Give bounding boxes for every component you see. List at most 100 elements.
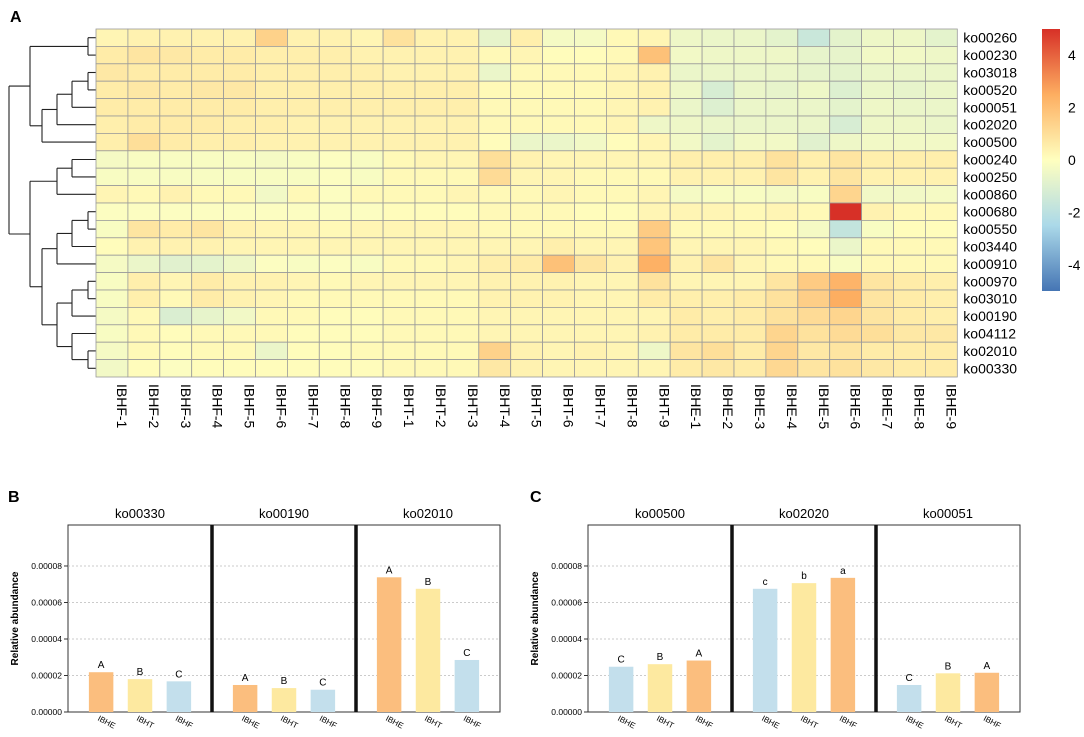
heatmap-cell [606,185,639,204]
heatmap-cell [733,324,767,343]
column-label: IBHE-3 [752,384,768,429]
heatmap-cell [159,306,193,326]
significance-letter: a [840,566,846,577]
heatmap-cell [95,324,129,343]
heatmap-cell [350,185,384,204]
heatmap-cell [510,341,544,361]
heatmap-cell [574,167,607,186]
heatmap-cell [382,254,416,273]
heatmap-cell [669,272,703,291]
heatmap-cell [446,185,480,204]
heatmap-cell [414,272,448,291]
heatmap-cell [191,202,224,221]
heatmap-cell [669,202,703,221]
heatmap-cell [159,359,193,378]
heatmap-cell [606,359,639,378]
x-tick-label: IBHF [694,714,714,731]
heatmap-cell [733,46,767,65]
column-label: IBHT-4 [497,384,513,428]
heatmap-cell [797,28,831,47]
column-label: IBHE-1 [688,384,704,429]
heatmap-cell [606,324,639,343]
heatmap-cell [893,272,926,291]
heatmap-cell [733,359,767,378]
heatmap-cell [414,359,448,378]
heatmap-cell [414,28,448,47]
heatmap-cell [637,359,671,378]
heatmap-cell [669,150,703,169]
heatmap-cell [669,219,703,239]
x-tick-label: IBHT [423,714,443,731]
facet-title: ko00330 [115,506,165,521]
heatmap-cell [159,272,193,291]
heatmap-cell [574,202,607,221]
heatmap-cell [861,324,894,343]
bar [88,672,114,712]
heatmap-cell [318,150,352,169]
significance-letter: B [425,577,432,588]
heatmap-cell [701,306,735,326]
column-label: IBHF-9 [369,384,385,429]
heatmap-cell [893,341,926,361]
significance-letter: A [984,661,991,672]
heatmap-cell [414,98,448,117]
heatmap-cell [159,132,193,152]
heatmap-cell [95,46,129,65]
heatmap-cell [318,359,352,378]
bar [686,660,712,712]
heatmap-cell [861,359,894,378]
heatmap-cell [382,272,416,291]
heatmap-cell [701,185,735,204]
heatmap-cell [829,185,863,204]
heatmap-cell [478,98,512,117]
heatmap-cell [159,185,193,204]
heatmap-cell [797,115,831,134]
heatmap-cell [829,306,863,326]
heatmap-cell [159,167,193,186]
bar [232,684,258,712]
heatmap-cell [606,272,639,291]
y-tick-label: 0.00002 [551,670,582,680]
heatmap-cell [765,272,799,291]
heatmap-cell [733,98,767,117]
heatmap-cell [223,132,256,152]
heatmap-cell [286,63,320,82]
heatmap-cell [542,219,575,239]
heatmap-cell [701,324,735,343]
heatmap-cell [829,80,863,99]
row-label: ko04112 [963,326,1016,342]
row-label: ko00500 [963,134,1017,150]
heatmap-cell [861,306,894,326]
heatmap-cell [606,237,639,256]
heatmap-cell [637,272,671,291]
heatmap-cell [542,28,575,47]
heatmap-cell [286,167,320,186]
heatmap-cell [414,185,448,204]
x-tick-label: IBHE [96,714,117,731]
column-label: IBHT-8 [624,384,640,428]
bar-panel-b: 0.00000 0.00002 0.00004 0.00006 0.00008 Relat… [10,506,501,731]
heatmap-cell [606,254,639,273]
heatmap-cell [765,167,799,186]
row-label: ko03440 [963,239,1017,255]
heatmap-cell [382,237,416,256]
significance-letter: C [906,673,913,684]
heatmap-cell [382,185,416,204]
heatmap-cell [701,132,735,152]
x-tick-label: IBHF [462,714,482,731]
column-label: IBHT-6 [561,384,577,428]
heatmap-cell [95,63,129,82]
heatmap-cell [925,219,958,239]
heatmap-cell [286,324,320,343]
heatmap-cell [286,237,320,256]
heatmap-cell [637,237,671,256]
heatmap-cell [159,254,193,273]
heatmap-cell [574,341,607,361]
heatmap-cell [382,98,416,117]
heatmap-cell [574,46,607,65]
column-label: IBHF-7 [305,384,321,429]
heatmap-cell [893,28,926,47]
heatmap-cell [191,28,224,47]
heatmap-cell [829,237,863,256]
